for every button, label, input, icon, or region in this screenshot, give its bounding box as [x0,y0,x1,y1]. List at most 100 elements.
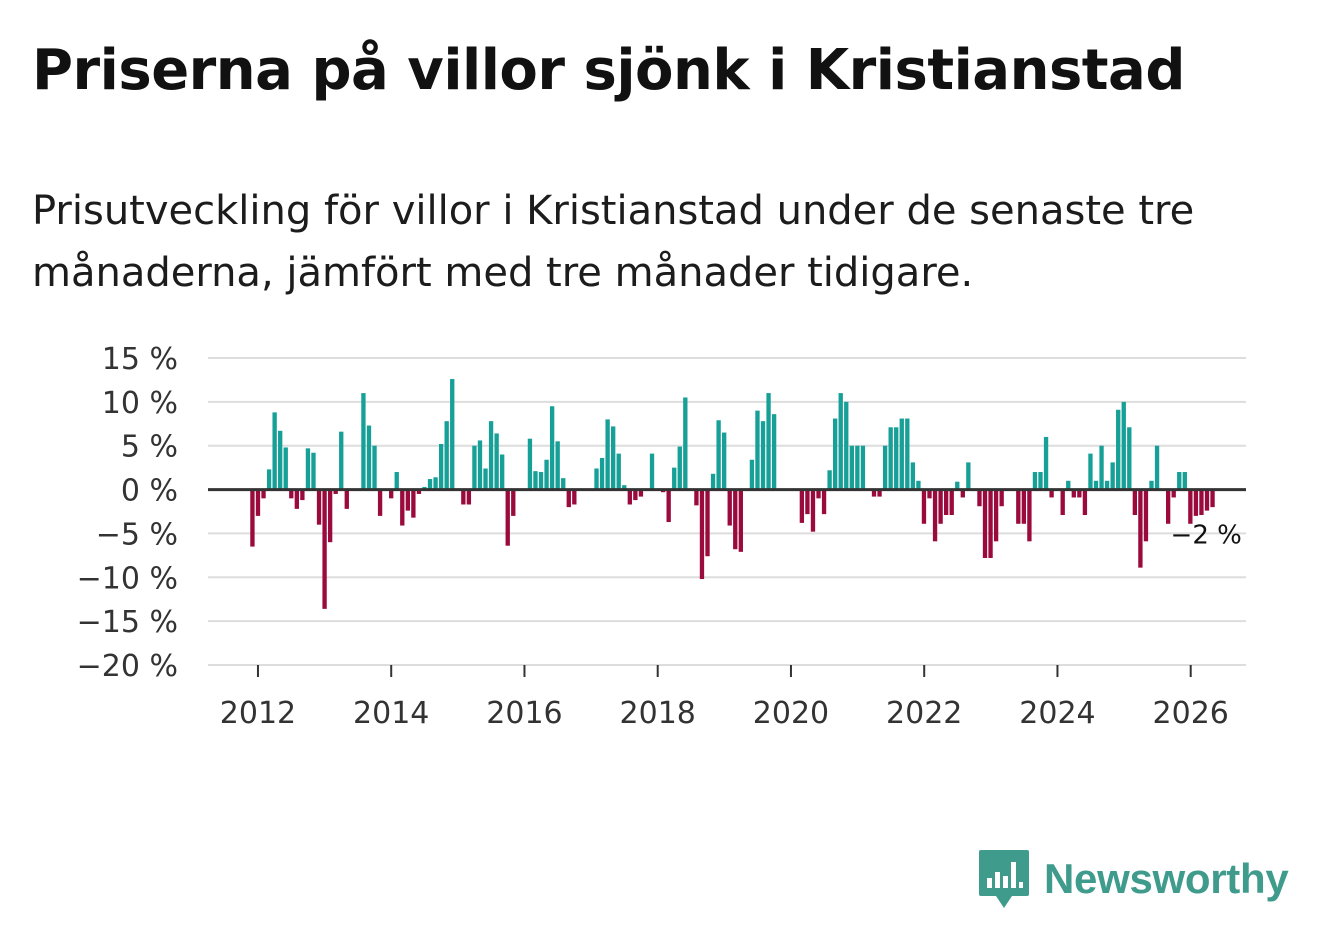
bar [1104,480,1110,490]
bar [821,489,827,515]
bar [316,489,322,525]
bar [333,489,338,494]
bar [1138,489,1143,568]
bar [294,489,300,509]
bar [910,462,916,490]
bar [949,489,954,516]
newsworthy-logo-icon [979,850,1029,908]
bar [1193,489,1199,516]
bar [771,414,777,490]
bar [666,489,671,523]
latest-value-label: −2 % [1171,520,1242,550]
bar [461,489,466,505]
bar [849,445,854,490]
bar [1149,480,1154,490]
bar [527,438,533,490]
y-tick-label: −20 % [77,649,178,684]
bar [594,468,599,490]
bar [1066,480,1071,490]
bar [927,489,932,499]
x-tick-label: 2020 [753,696,829,730]
bar [649,453,655,490]
bar [494,433,499,490]
bar [722,432,727,490]
bar [638,489,644,497]
bar [982,489,988,558]
bar [500,454,505,490]
bar [955,481,960,490]
bar [605,419,610,490]
x-tick-label: 2014 [353,696,429,730]
bar [988,489,993,558]
bar [882,445,888,490]
bar [844,401,849,490]
bar [377,489,383,516]
bar [566,489,571,508]
gridlines [208,357,1246,666]
bar [561,478,566,490]
bar-chart: 15 %10 %5 %0 %−5 %−10 %−15 %−20 % 2012 20… [77,342,1246,730]
y-axis-tick-labels: 15 % 10 % 5 % 0 % −5 % −10 % −15 % −20 % [77,342,178,684]
bar [938,489,943,524]
bar [438,443,444,490]
bar [278,430,283,490]
bar [960,489,965,498]
bar [250,489,255,547]
bar [1127,427,1132,490]
bar [544,459,549,490]
bar [1171,489,1176,498]
bar [894,427,899,490]
bar [344,489,349,509]
bar [394,472,399,490]
bar [289,489,294,499]
x-tick-label: 2016 [486,696,562,730]
x-tick-label: 2022 [886,696,962,730]
bar [427,479,433,490]
bar [677,446,682,490]
bar [511,489,516,516]
x-tick-label: 2024 [1019,696,1095,730]
bar [477,440,483,490]
bar [905,418,910,490]
x-tick-label: 2012 [220,696,296,730]
bar [450,379,455,490]
bar [433,477,438,490]
bar [916,480,921,490]
bar [1027,489,1032,542]
bar [339,431,344,490]
y-tick-label: 15 % [102,342,178,377]
bar [855,445,860,490]
bar [261,489,266,499]
bar [1143,489,1149,542]
bar [1177,472,1182,490]
bar [1188,489,1193,524]
bar [832,418,838,490]
bar [1021,489,1027,524]
bar [1032,472,1038,490]
bar [705,489,710,557]
x-tick-label: 2018 [620,696,696,730]
bar [1210,489,1215,508]
bar [411,489,416,518]
bar [1116,409,1121,490]
y-tick-label: 10 % [102,386,178,421]
chart-subtitle: Prisutveckling för villor i Kristianstad… [32,188,1195,296]
bar [1121,401,1126,490]
bar [305,448,311,490]
bar [727,489,732,526]
bar [683,397,688,490]
bar [943,489,949,516]
bar [838,393,843,490]
bar [1049,489,1054,498]
bar [633,489,638,501]
bar [810,489,816,532]
bar [1077,489,1082,498]
y-tick-label: 5 % [121,430,178,465]
y-tick-label: 0 % [121,474,178,509]
bar [466,489,472,505]
bar [549,406,555,490]
bar [816,489,821,499]
bar [888,427,893,490]
bar [672,467,677,490]
bar [405,489,410,511]
